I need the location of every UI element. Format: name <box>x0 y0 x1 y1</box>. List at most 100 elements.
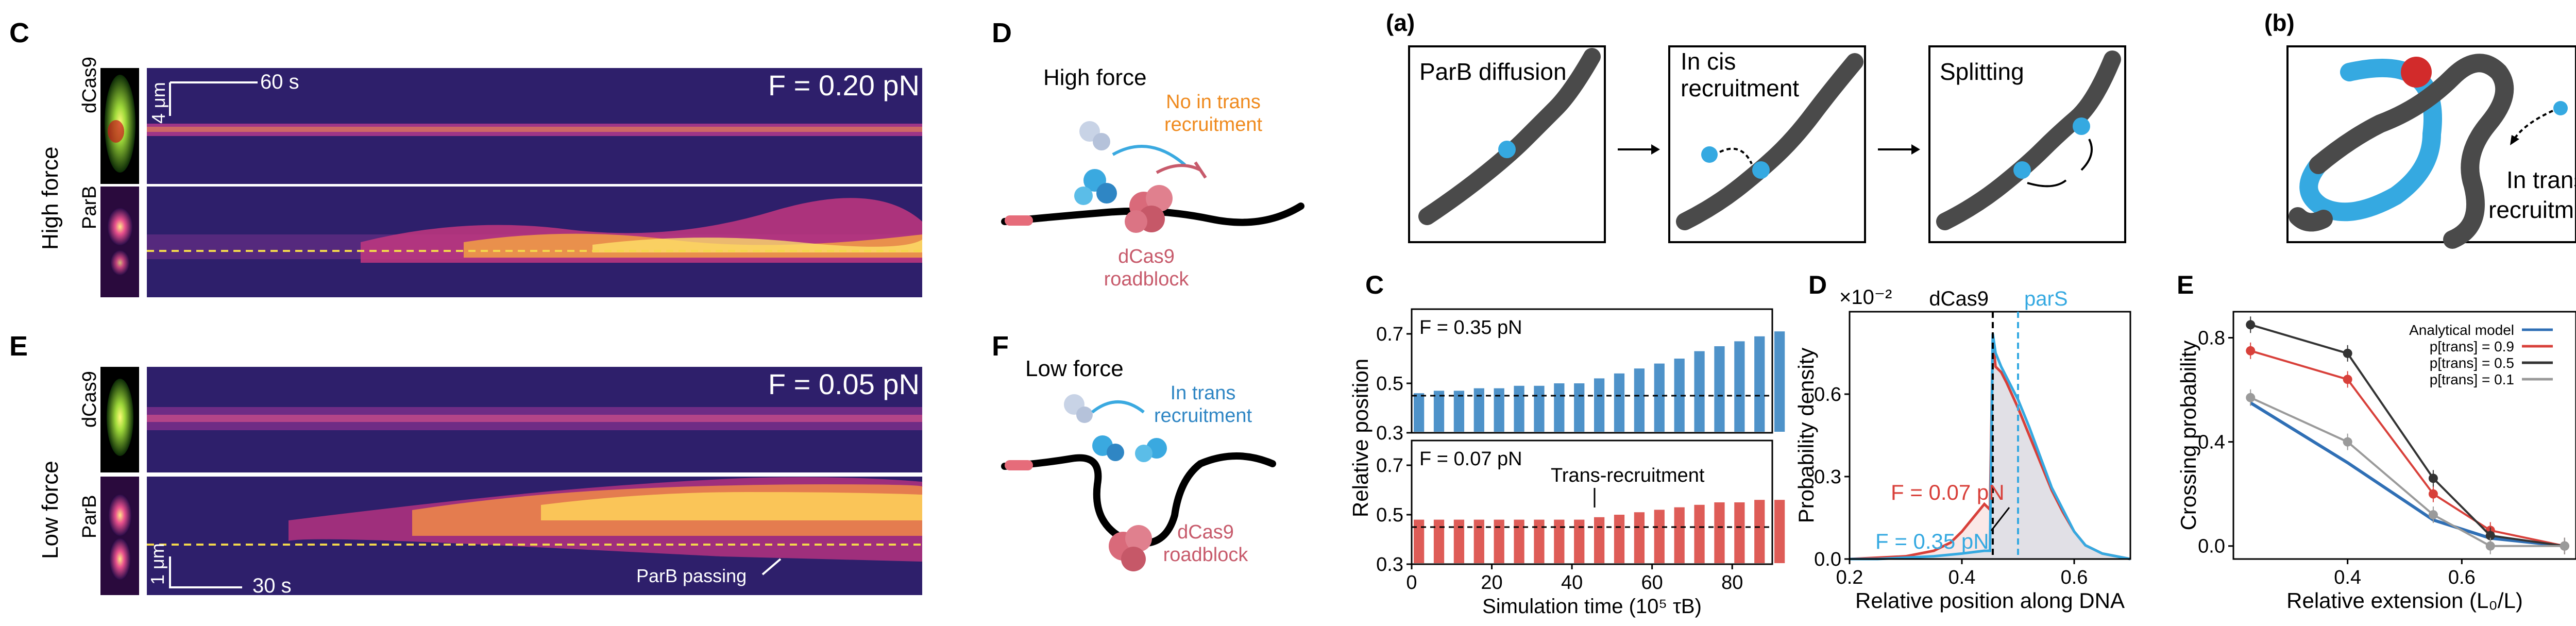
polymer-chain-3 <box>1936 50 2121 230</box>
chart-c-bar <box>1414 393 1425 432</box>
chart-c-bar <box>1694 351 1705 432</box>
chart-d-ylabel: Probability density <box>1794 348 1818 523</box>
chart-e-ytick-label: 0.8 <box>2198 328 2225 349</box>
chart-c-bar <box>1554 383 1565 432</box>
chart-c-bar <box>1594 378 1605 432</box>
chart-c-annotation-1: F = 0.07 pN <box>1419 448 1522 470</box>
chart-d-line-1 <box>1850 333 2131 561</box>
sim-step-1: ParB diffusion <box>1408 45 1606 243</box>
panel-label-b: (b) <box>2264 9 2295 36</box>
chart-c-bar <box>1574 383 1585 432</box>
chart-c-bar <box>1614 373 1625 432</box>
chart-c-bar <box>1574 519 1585 563</box>
chart-c-bar <box>1514 385 1524 432</box>
channel-label-dcas9-bottom: dCas9 <box>79 371 100 428</box>
chart-c-bar <box>1433 519 1445 563</box>
chart-d-xlabel: Relative position along DNA <box>1855 588 2125 613</box>
schematic-low-roadblock: dCas9 roadblock <box>1163 521 1249 566</box>
chart-e-xtick-label: 0.4 <box>2334 567 2361 588</box>
chart-c-bar <box>1694 504 1705 563</box>
chart-c-frame-1 <box>1411 439 1773 565</box>
chart-d-xtick-label: 0.4 <box>1948 567 1976 588</box>
chart-d-marker-label-0: dCas9 <box>1929 287 1989 310</box>
chart-c-trans-label: Trans-recruitment <box>1551 465 1705 486</box>
chart-c-bar <box>1654 363 1665 432</box>
chart-c-annotation-0: F = 0.35 pN <box>1419 317 1522 339</box>
parb-passing-arrow <box>761 558 782 576</box>
chart-d-ytick-label: 0.0 <box>1814 549 1841 570</box>
channel-label-dcas9-top: dCas9 <box>79 57 100 113</box>
svg-text:ParB diffusion: ParB diffusion <box>1419 58 1567 85</box>
time-scale-label-top: 60 s <box>260 71 299 93</box>
chart-c-bar <box>1754 500 1765 563</box>
chart-d-marker-label-1: parS <box>2024 287 2068 310</box>
chart-c-ytick-label: 0.3 <box>1376 554 1403 576</box>
parb-passing-label: ParB passing <box>636 565 747 586</box>
chart-c-bar <box>1674 507 1685 563</box>
chart-e-crossing-probability: 0.4 0.6 0.0 0.4 0.8 Relative extension (L₀/L)… <box>2176 311 2576 613</box>
chart-e-legend-label: p[trans] = 0.5 <box>2430 355 2514 371</box>
chart-c-xtick-label: 60 <box>1641 572 1663 594</box>
chart-c-ytick-label: 0.5 <box>1376 373 1403 395</box>
free-parb-bead <box>2553 101 2568 115</box>
chart-d-ytick-label: 0.3 <box>1814 466 1841 488</box>
chart-e-xtick-label: 0.6 <box>2448 567 2476 588</box>
chart-c-bar <box>1473 519 1484 563</box>
chart-c-ytick-label: 0.5 <box>1376 504 1403 526</box>
chart-c-bar <box>1453 391 1465 432</box>
chart-c-bar <box>1754 336 1765 432</box>
length-scale-label-top: 4 μm <box>148 82 169 124</box>
sim-step-2: In cis recruitment <box>1668 45 1866 243</box>
row-label-low-force: Low force <box>38 461 63 559</box>
chart-e-frame <box>2232 311 2576 560</box>
panel-letter-d-right: D <box>1808 270 1827 299</box>
force-label-bottom: F = 0.05 pN <box>768 368 920 400</box>
schematic-high-note: No in trans recruitment <box>1164 91 1262 136</box>
chart-c-xlabel: Simulation time (10⁵ τB) <box>1482 595 1702 618</box>
chart-c-bar <box>1734 502 1745 563</box>
svg-text:Splitting: Splitting <box>1940 58 2024 85</box>
chart-c-bar <box>1614 515 1625 563</box>
roadblock-bead <box>2401 57 2432 88</box>
panel-label-a: (a) <box>1386 9 1415 36</box>
chart-c-bar <box>1654 510 1665 563</box>
kymograph-high-force: 60 s 4 μm F = 0.20 pN <box>147 68 922 297</box>
panel-letter-e-left: E <box>9 331 28 362</box>
chart-e-xlabel: Relative extension (L₀/L) <box>2286 588 2523 613</box>
chart-c-bar <box>1634 368 1645 432</box>
chart-d-series-label-1: F = 0.35 pN <box>1875 529 1989 553</box>
chart-e-line-1 <box>2250 349 2565 547</box>
polymer-chain-1 <box>1418 48 1601 225</box>
schematic-low-drawing <box>1001 394 1276 571</box>
chart-e-legend-label: Analytical model <box>2409 322 2514 338</box>
channel-label-parb-top: ParB <box>79 186 100 229</box>
parb-bead-1 <box>1498 141 1516 158</box>
chart-c-xtick-label: 20 <box>1481 572 1502 594</box>
chart-e-legend-label: p[trans] = 0.9 <box>2430 339 2514 354</box>
schematic-low-note: In trans recruitment <box>1154 382 1252 427</box>
chart-c-xtick-label: 40 <box>1561 572 1583 594</box>
chart-c-ytick-label: 0.7 <box>1376 324 1403 345</box>
chart-c-bar <box>1494 519 1504 563</box>
force-label-top: F = 0.20 pN <box>768 69 920 101</box>
chart-c-frame-0 <box>1411 308 1773 434</box>
panel-letter-e-right: E <box>2177 270 2194 299</box>
chart-c-bar <box>1453 519 1465 563</box>
chart-c-xtick-label: 0 <box>1406 572 1417 594</box>
chart-c-bar <box>1774 500 1785 563</box>
panel-letter-f-left: F <box>992 331 1009 362</box>
chart-d-frame <box>1849 311 2131 560</box>
length-scale-label-bottom: 1 μm <box>147 543 168 585</box>
panel-letter-d-left: D <box>992 18 1012 48</box>
chart-c-bar <box>1414 519 1425 563</box>
channel-label-parb-bottom: ParB <box>79 495 100 538</box>
chart-e-line-0 <box>2249 401 2565 548</box>
chart-c-bar <box>1554 519 1565 563</box>
time-scale-label-bottom: 30 s <box>252 574 292 597</box>
chart-c-bar <box>1534 519 1545 563</box>
chart-e-legend-label: p[trans] = 0.1 <box>2430 371 2514 387</box>
schematic-high-title: High force <box>1043 65 1147 90</box>
